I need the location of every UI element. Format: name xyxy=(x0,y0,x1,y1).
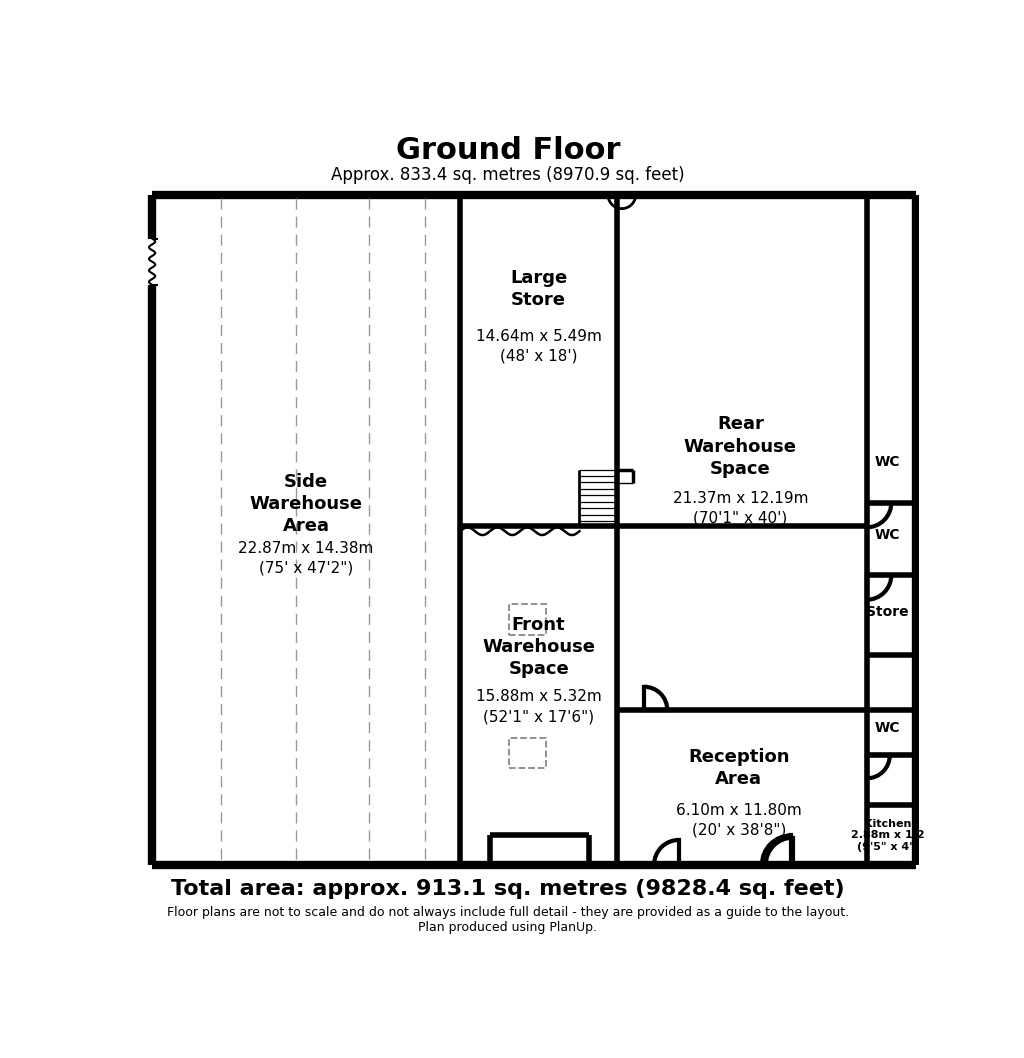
Text: 21.37m x 12.19m
(70'1" x 40'): 21.37m x 12.19m (70'1" x 40') xyxy=(673,491,808,526)
Bar xyxy=(509,737,547,768)
Text: Reception
Area: Reception Area xyxy=(688,748,790,788)
Text: WC: WC xyxy=(874,528,900,542)
Text: Kitchen
2.88m x 1.2
(9'5" x 4'): Kitchen 2.88m x 1.2 (9'5" x 4') xyxy=(851,819,925,852)
Text: Rear
Warehouse
Space: Rear Warehouse Space xyxy=(684,416,797,478)
Bar xyxy=(509,604,547,635)
Text: Front
Warehouse
Space: Front Warehouse Space xyxy=(482,616,595,678)
Text: WC: WC xyxy=(874,720,900,734)
Text: WC: WC xyxy=(874,455,900,469)
Text: Store: Store xyxy=(866,605,908,619)
Text: Floor plans are not to scale and do not always include full detail - they are pr: Floor plans are not to scale and do not … xyxy=(167,906,849,918)
Text: Ground Floor: Ground Floor xyxy=(395,135,621,165)
Text: Total area: approx. 913.1 sq. metres (9828.4 sq. feet): Total area: approx. 913.1 sq. metres (98… xyxy=(171,879,845,899)
Text: Side
Warehouse
Area: Side Warehouse Area xyxy=(250,473,362,535)
Text: 22.87m x 14.38m
(75' x 47'2"): 22.87m x 14.38m (75' x 47'2") xyxy=(239,541,374,576)
Text: Approx. 833.4 sq. metres (8970.9 sq. feet): Approx. 833.4 sq. metres (8970.9 sq. fee… xyxy=(331,166,685,184)
Text: Large
Store: Large Store xyxy=(510,269,567,309)
Text: 6.10m x 11.80m
(20' x 38'8"): 6.10m x 11.80m (20' x 38'8") xyxy=(676,803,802,837)
Text: 15.88m x 5.32m
(52'1" x 17'6"): 15.88m x 5.32m (52'1" x 17'6") xyxy=(476,690,601,724)
Text: 14.64m x 5.49m
(48' x 18'): 14.64m x 5.49m (48' x 18') xyxy=(476,329,601,364)
Text: Plan produced using PlanUp.: Plan produced using PlanUp. xyxy=(419,922,597,934)
